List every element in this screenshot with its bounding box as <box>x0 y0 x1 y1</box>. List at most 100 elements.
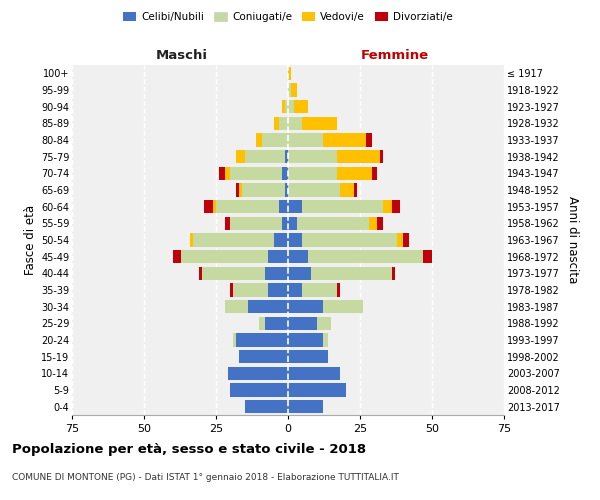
Bar <box>288 116 302 130</box>
Bar <box>233 284 268 296</box>
Bar <box>274 116 280 130</box>
Bar <box>288 134 323 146</box>
Bar <box>323 300 363 314</box>
Bar <box>181 250 268 264</box>
Bar <box>308 250 424 264</box>
Bar <box>366 134 371 146</box>
Y-axis label: Fasce di età: Fasce di età <box>23 205 37 275</box>
Bar <box>239 184 242 196</box>
Bar <box>337 166 371 180</box>
Bar <box>323 334 328 346</box>
Bar <box>288 266 311 280</box>
Bar <box>311 266 392 280</box>
Bar <box>230 284 233 296</box>
Bar <box>288 200 302 213</box>
Bar <box>280 116 288 130</box>
Bar <box>302 200 383 213</box>
Bar <box>302 234 397 246</box>
Bar <box>288 300 323 314</box>
Bar <box>288 400 323 413</box>
Bar <box>288 316 317 330</box>
Bar <box>377 216 383 230</box>
Y-axis label: Anni di nascita: Anni di nascita <box>566 196 579 284</box>
Bar <box>282 100 285 114</box>
Bar <box>199 266 202 280</box>
Bar <box>368 216 377 230</box>
Bar <box>265 266 288 280</box>
Bar <box>245 150 285 164</box>
Bar <box>302 116 337 130</box>
Bar <box>323 134 366 146</box>
Bar <box>288 166 337 180</box>
Bar <box>288 150 337 164</box>
Bar <box>259 316 265 330</box>
Bar <box>288 384 346 396</box>
Bar <box>296 216 368 230</box>
Bar <box>403 234 409 246</box>
Bar <box>317 316 331 330</box>
Bar <box>262 134 288 146</box>
Bar <box>236 150 245 164</box>
Bar <box>392 266 395 280</box>
Bar <box>397 234 403 246</box>
Bar <box>224 300 248 314</box>
Bar <box>288 250 308 264</box>
Bar <box>230 384 288 396</box>
Bar <box>248 300 288 314</box>
Bar <box>265 316 288 330</box>
Bar <box>337 150 380 164</box>
Bar <box>288 66 291 80</box>
Bar <box>274 234 288 246</box>
Bar <box>285 150 288 164</box>
Bar <box>280 200 288 213</box>
Bar <box>173 250 181 264</box>
Bar <box>227 366 288 380</box>
Bar <box>288 84 291 96</box>
Bar <box>236 334 288 346</box>
Bar <box>282 216 288 230</box>
Bar <box>245 400 288 413</box>
Bar <box>233 334 236 346</box>
Bar <box>288 234 302 246</box>
Bar <box>371 166 377 180</box>
Bar <box>380 150 383 164</box>
Bar <box>268 250 288 264</box>
Bar <box>288 100 294 114</box>
Bar <box>340 184 354 196</box>
Bar <box>392 200 400 213</box>
Bar <box>224 166 230 180</box>
Bar <box>294 100 308 114</box>
Bar <box>337 284 340 296</box>
Bar <box>288 184 340 196</box>
Bar <box>285 100 288 114</box>
Bar <box>236 184 239 196</box>
Bar <box>239 350 288 364</box>
Bar <box>288 366 340 380</box>
Bar <box>256 134 262 146</box>
Bar <box>354 184 357 196</box>
Bar <box>424 250 432 264</box>
Bar <box>213 200 216 213</box>
Bar <box>219 166 224 180</box>
Bar <box>230 216 282 230</box>
Text: Femmine: Femmine <box>361 48 428 62</box>
Bar <box>242 184 285 196</box>
Legend: Celibi/Nubili, Coniugati/e, Vedovi/e, Divorziati/e: Celibi/Nubili, Coniugati/e, Vedovi/e, Di… <box>119 8 457 26</box>
Bar <box>216 200 280 213</box>
Bar <box>282 166 288 180</box>
Bar <box>193 234 274 246</box>
Bar <box>202 266 265 280</box>
Bar <box>285 184 288 196</box>
Bar <box>288 284 302 296</box>
Bar <box>383 200 392 213</box>
Bar <box>288 216 296 230</box>
Text: Maschi: Maschi <box>155 48 208 62</box>
Bar <box>288 350 328 364</box>
Bar <box>230 166 282 180</box>
Bar <box>224 216 230 230</box>
Text: Popolazione per età, sesso e stato civile - 2018: Popolazione per età, sesso e stato civil… <box>12 442 366 456</box>
Bar <box>190 234 193 246</box>
Bar <box>205 200 213 213</box>
Bar <box>291 84 296 96</box>
Bar <box>302 284 337 296</box>
